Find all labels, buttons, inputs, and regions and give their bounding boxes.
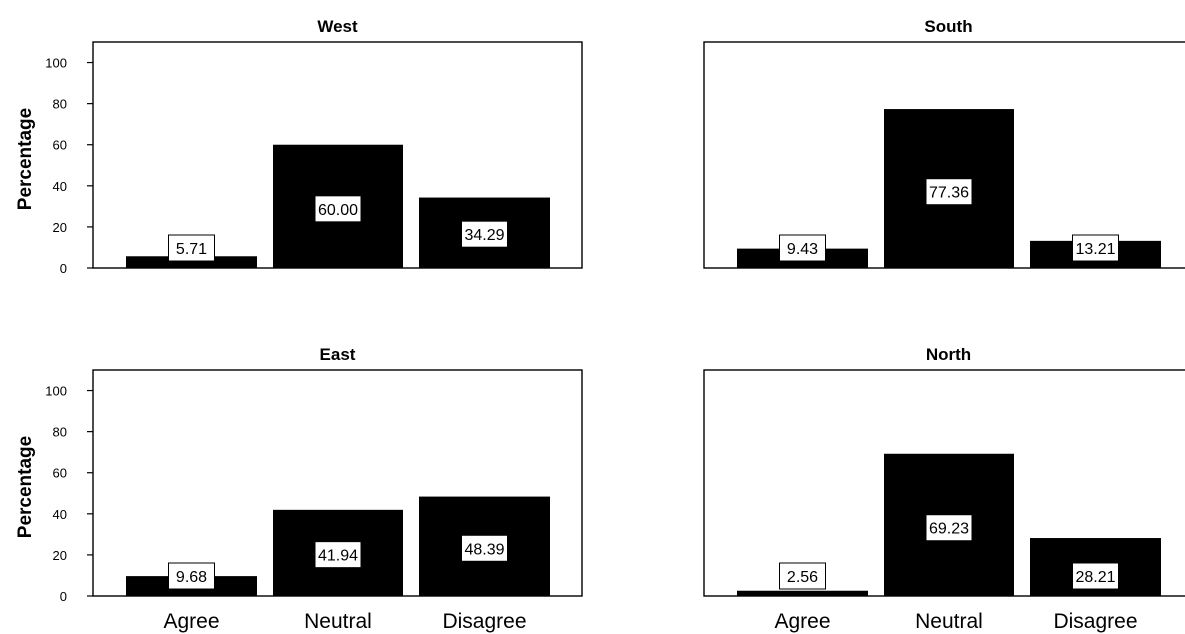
data-label-box	[461, 220, 508, 248]
panel-title: North	[926, 345, 971, 364]
bar-agree	[737, 590, 868, 596]
data-label: 2.56	[787, 569, 818, 586]
data-label: 28.21	[1075, 569, 1115, 586]
y-tick-label: 0	[60, 589, 67, 604]
x-tick-label: Agree	[774, 610, 830, 633]
data-label-box	[779, 234, 826, 262]
y-tick-label: 60	[53, 138, 67, 153]
panel-title: West	[317, 17, 358, 36]
y-axis-title: Percentage	[15, 108, 36, 210]
data-label: 34.29	[464, 227, 504, 244]
bar-agree	[126, 256, 257, 268]
y-tick-label: 80	[53, 97, 67, 112]
y-tick-label: 20	[53, 548, 67, 563]
y-tick-label: 0	[60, 261, 67, 276]
data-label: 48.39	[464, 541, 504, 558]
y-tick-label: 100	[45, 56, 67, 71]
y-tick-label: 40	[53, 507, 67, 522]
y-axis-title: Percentage	[15, 436, 36, 538]
y-tick-label: 40	[53, 179, 67, 194]
data-label-box	[168, 562, 215, 590]
x-tick-label: Agree	[163, 610, 219, 633]
panel-north: North 2.56 69.23 28.21 Agree Neutral Disagree	[703, 345, 1185, 633]
y-tick-label: 80	[53, 425, 67, 440]
data-label: 9.43	[787, 241, 818, 258]
data-label: 41.94	[318, 548, 358, 565]
data-label: 5.71	[176, 241, 207, 258]
y-tick-label: 100	[45, 384, 67, 399]
data-label-box	[314, 195, 362, 223]
x-tick-label: Neutral	[304, 610, 372, 633]
data-label-box	[1072, 562, 1119, 590]
x-tick-label: Disagree	[1053, 610, 1137, 633]
data-label: 60.00	[318, 202, 358, 219]
y-tick-label: 20	[53, 220, 67, 235]
panel-east: East 0 20 40 60 80 100 Percentage 9.68 41.94 48.39…	[15, 345, 583, 633]
data-label-box	[168, 234, 215, 262]
data-label-box	[925, 514, 973, 542]
panel-west: West 0 20 40 60 80 100 Percentage 5.71 60.00 34.29	[15, 17, 583, 276]
data-label-box	[314, 541, 362, 569]
data-label: 9.68	[176, 569, 207, 586]
data-label: 69.23	[929, 521, 969, 538]
panel-south: South 9.43 77.36 13.21	[703, 17, 1185, 269]
panel-title: South	[924, 17, 972, 36]
data-label: 13.21	[1075, 241, 1115, 258]
data-label-box	[461, 534, 508, 562]
data-label: 77.36	[929, 185, 969, 202]
x-tick-label: Neutral	[915, 610, 983, 633]
data-label-box	[925, 178, 973, 206]
panel-title: East	[320, 345, 356, 364]
data-label-box	[779, 562, 826, 590]
x-tick-label: Disagree	[442, 610, 526, 633]
y-tick-label: 60	[53, 466, 67, 481]
data-label-box	[1072, 234, 1119, 262]
